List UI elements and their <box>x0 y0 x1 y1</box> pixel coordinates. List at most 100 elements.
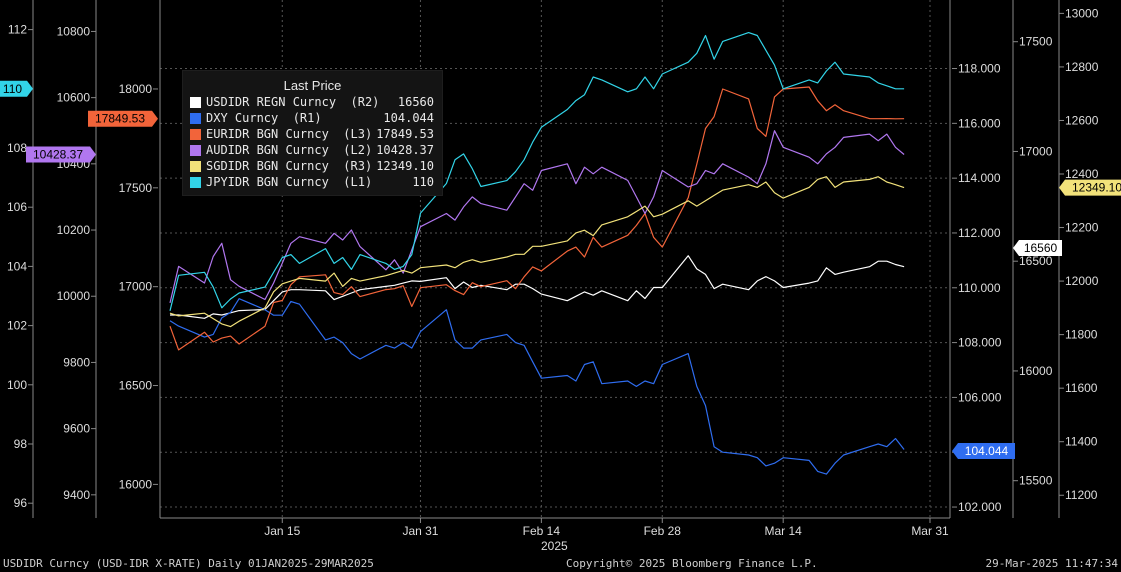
y-tick-label: 96 <box>14 496 28 510</box>
badge-R1: 104.044 <box>952 443 1015 460</box>
y-tick-label: 100 <box>7 378 27 392</box>
badge-L2: 10428.37 <box>26 146 96 163</box>
badge-R2: 16560 <box>1013 240 1062 257</box>
x-tick-label: Mar 31 <box>911 524 949 538</box>
y-tick-label: 106 <box>7 200 27 214</box>
x-year-label: 2025 <box>541 539 568 553</box>
badge-L1: 110 <box>0 80 33 97</box>
y-tick-label: 12400 <box>1065 167 1099 181</box>
x-tick-label: Jan 31 <box>402 524 438 538</box>
badge-R3: 12349.10 <box>1059 179 1121 196</box>
y-tick-label: 10200 <box>57 223 91 237</box>
y-tick-label: 118.000 <box>958 62 1001 76</box>
badge-shape <box>26 146 96 163</box>
y-tick-label: 11200 <box>1065 488 1098 502</box>
badge-L3: 17849.53 <box>88 110 158 127</box>
badge-label: 16560 <box>1024 241 1058 255</box>
last-price-badges: 110 17849.53 10428.37 16560 104.044 12349.10 <box>0 80 1121 460</box>
y-tick-label: 9400 <box>63 488 90 502</box>
legend-row-jpyidr: JPYIDR BGN Curncy (L1) 110 <box>190 175 438 190</box>
legend-swatch <box>190 145 201 156</box>
badge-shape <box>952 443 1015 460</box>
legend: Last Price USDIDR REGN Curncy (R2) 16560… <box>182 70 443 196</box>
series-line-usdidr <box>170 255 905 319</box>
series-line-audidr <box>169 130 905 304</box>
badge-label: 104.044 <box>965 444 1009 458</box>
x-tick-label: Mar 14 <box>765 524 803 538</box>
y-tick-label: 110.000 <box>958 281 1001 295</box>
badge-shape <box>0 80 33 97</box>
y-tick-label: 16500 <box>119 379 153 393</box>
y-tick-label: 98 <box>14 437 28 451</box>
badge-label: 110 <box>3 82 22 96</box>
y-tick-label: 16000 <box>119 477 153 491</box>
y-tick-label: 106.000 <box>958 390 1002 404</box>
y-tick-label: 12600 <box>1065 113 1099 127</box>
legend-series-value: 12349.10 <box>376 159 434 173</box>
y-tick-label: 112 <box>8 23 27 37</box>
x-tick-label: Feb 14 <box>523 524 561 538</box>
footer-timestamp: 29-Mar-2025 11:47:34 <box>985 557 1118 570</box>
y-tick-label: 12000 <box>1065 274 1099 288</box>
legend-series-name: AUDIDR BGN Curncy (L2) <box>206 143 373 157</box>
badge-shape <box>1059 179 1121 196</box>
y-tick-label: 12800 <box>1065 60 1099 74</box>
y-tick-label: 116.000 <box>958 116 1001 130</box>
y-tick-label: 18000 <box>119 82 153 96</box>
legend-series-name: SGDIDR BGN Curncy (R3) <box>206 159 373 173</box>
series-line-jpyidr <box>169 31 905 311</box>
legend-title: Last Price <box>283 78 342 93</box>
legend-series-value: 17849.53 <box>376 127 434 141</box>
legend-series-name: USDIDR REGN Curncy (R2) <box>206 95 380 109</box>
badge-label: 10428.37 <box>33 147 83 161</box>
y-tick-label: 15500 <box>1019 474 1053 488</box>
legend-series-value: 110 <box>412 175 434 189</box>
y-tick-label: 9800 <box>63 355 90 369</box>
legend-row-dxy: DXY Curncy (R1) 104.044 <box>190 111 438 126</box>
y-tick-label: 17000 <box>1019 144 1053 158</box>
x-tick-label: Feb 28 <box>644 524 682 538</box>
y-tick-label: 11600 <box>1065 381 1098 395</box>
legend-row-usdidr: USDIDR REGN Curncy (R2) 16560 <box>190 95 438 110</box>
badge-shape <box>1013 240 1062 257</box>
y-tick-label: 17500 <box>1019 35 1053 49</box>
legend-swatch <box>190 129 201 140</box>
legend-series-value: 104.044 <box>383 111 434 125</box>
y-tick-label: 102 <box>7 319 27 333</box>
legend-series-name: JPYIDR BGN Curncy (L1) <box>206 175 373 189</box>
y-tick-label: 108.000 <box>958 336 1002 350</box>
y-tick-label: 112.000 <box>958 226 1001 240</box>
y-tick-label: 17500 <box>119 181 153 195</box>
legend-series-name: EURIDR BGN Curncy (L3) <box>206 127 373 141</box>
y-tick-label: 10800 <box>57 24 91 38</box>
legend-swatch <box>190 113 201 124</box>
y-tick-label: 12200 <box>1065 221 1099 235</box>
y-tick-label: 16500 <box>1019 254 1053 268</box>
legend-swatch <box>190 161 201 172</box>
y-tick-label: 114.000 <box>958 171 1001 185</box>
badge-shape <box>88 110 158 127</box>
series-line-dxy <box>169 298 905 475</box>
legend-swatch <box>190 97 201 108</box>
y-tick-label: 9600 <box>63 422 90 436</box>
axes: Jan 15 Jan 31 Feb 14 Feb 28 Mar 14 Mar 31 2025… <box>7 0 1099 553</box>
y-tick-label: 13000 <box>1065 6 1099 20</box>
badge-label: 17849.53 <box>95 112 145 126</box>
legend-swatch <box>190 177 201 188</box>
y-tick-label: 17000 <box>119 280 153 294</box>
legend-row-audidr: AUDIDR BGN Curncy (L2) 10428.37 <box>190 143 438 158</box>
series-line-sgdidr <box>169 176 905 328</box>
footer: USDIDR Curncy (USD-IDR X-RATE) Daily 01J… <box>0 556 1121 572</box>
y-tick-label: 10000 <box>57 289 91 303</box>
series-lines <box>169 31 905 475</box>
legend-row-euridr: EURIDR BGN Curncy (L3) 17849.53 <box>190 127 438 142</box>
y-tick-label: 11800 <box>1065 328 1098 342</box>
y-tick-label: 108 <box>7 141 27 155</box>
series-line-euridr <box>169 86 905 351</box>
legend-series-value: 10428.37 <box>376 143 434 157</box>
legend-series-value: 16560 <box>397 95 434 109</box>
footer-copyright: Copyright© 2025 Bloomberg Finance L.P. <box>566 557 818 570</box>
footer-security-info: USDIDR Curncy (USD-IDR X-RATE) Daily 01J… <box>3 557 374 570</box>
legend-row-sgdidr: SGDIDR BGN Curncy (R3) 12349.10 <box>190 159 438 174</box>
y-tick-label: 104 <box>7 259 27 273</box>
